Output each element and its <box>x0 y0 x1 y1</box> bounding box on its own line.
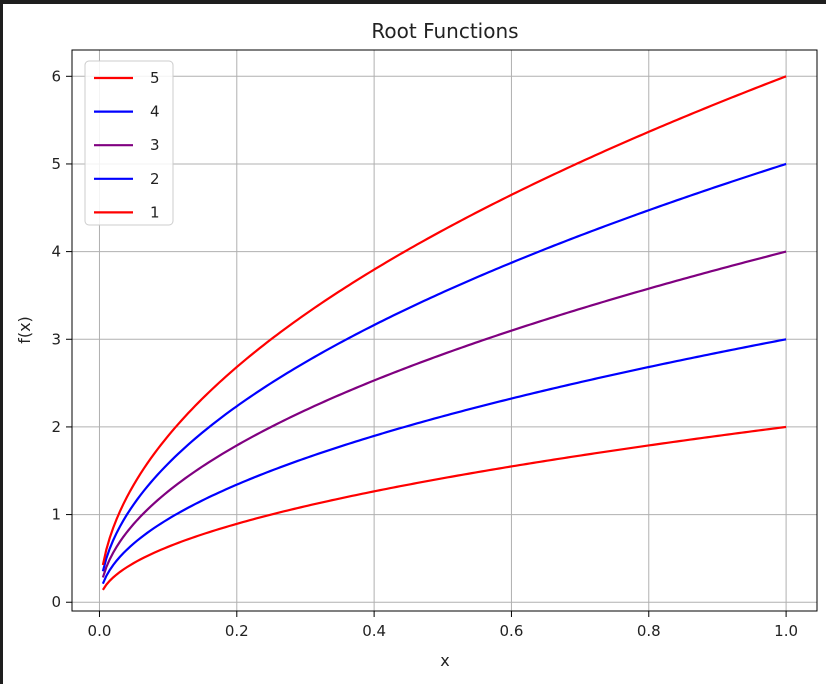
legend: 5 4 3 2 1 <box>84 60 174 226</box>
y-tick-label: 6 <box>51 67 61 85</box>
legend-label-5: 5 <box>150 69 160 87</box>
x-axis-label: x <box>440 651 449 670</box>
grid-lines <box>72 50 817 611</box>
x-tick-label: 0.8 <box>637 622 661 640</box>
legend-label-3: 3 <box>150 136 160 154</box>
series-line-2 <box>101 338 787 585</box>
y-tick-label: 4 <box>51 243 61 261</box>
plot-area-frame <box>71 49 818 612</box>
plot-series <box>101 75 787 591</box>
y-tick-label: 3 <box>51 330 61 348</box>
x-tick-label: 1.0 <box>774 622 798 640</box>
series-line-1 <box>101 425 787 591</box>
window-top-border <box>0 0 826 4</box>
x-tick-label: 0.4 <box>362 622 386 640</box>
y-tick-label: 5 <box>51 155 61 173</box>
y-axis-label: f(x) <box>15 316 34 344</box>
legend-label-2: 2 <box>150 170 160 188</box>
window-left-border <box>0 0 3 684</box>
legend-label-1: 1 <box>150 203 160 221</box>
x-tick-label: 0.0 <box>88 622 112 640</box>
y-axis-ticks: 0 1 2 3 4 5 6 <box>51 67 72 611</box>
series-line-4 <box>101 162 787 572</box>
chart-title: Root Functions <box>371 19 518 43</box>
series-line-3 <box>101 250 787 578</box>
y-tick-label: 0 <box>51 593 61 611</box>
x-tick-label: 0.2 <box>225 622 249 640</box>
series-line-5 <box>101 75 787 566</box>
x-tick-label: 0.6 <box>500 622 524 640</box>
y-tick-label: 1 <box>51 506 61 524</box>
legend-label-4: 4 <box>150 103 160 121</box>
x-axis-ticks: 0.0 0.2 0.4 0.6 0.8 1.0 <box>88 611 798 640</box>
legend-box <box>84 60 174 226</box>
y-tick-label: 2 <box>51 418 61 436</box>
